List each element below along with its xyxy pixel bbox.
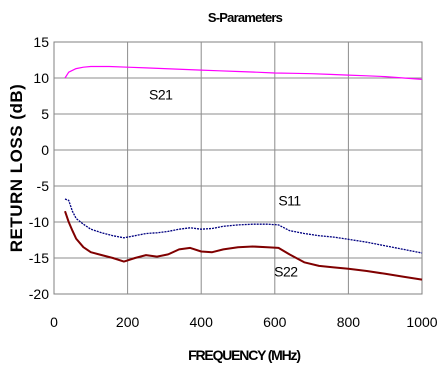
x-tick-label: 1000 <box>406 314 437 330</box>
y-tick-label: 10 <box>33 70 49 86</box>
x-axis-title: FREQUENCY (MHz) <box>188 347 300 363</box>
y-tick-label: 0 <box>41 142 49 158</box>
x-tick-label: 400 <box>190 314 214 330</box>
x-tick-label: 0 <box>50 314 58 330</box>
y-tick-label: -10 <box>29 214 49 230</box>
y-tick-label: 5 <box>41 106 49 122</box>
x-tick-label: 800 <box>337 314 361 330</box>
series-line-s22 <box>64 210 423 281</box>
x-axis-ticks: 0 200 400 600 800 1000 <box>50 314 438 330</box>
x-tick-label: 600 <box>263 314 287 330</box>
y-axis-ticks: 15 10 5 0 -5 -10 -15 -20 <box>29 34 49 302</box>
y-tick-label: -5 <box>37 178 50 194</box>
plot-area <box>53 41 423 295</box>
series-lines <box>64 65 423 281</box>
x-tick-label: 200 <box>116 314 140 330</box>
y-tick-label: -20 <box>29 286 49 302</box>
series-annotations: S21 S11 S22 <box>149 87 302 280</box>
annotation-s22: S22 <box>274 264 298 280</box>
chart-title: S-Parameters <box>208 10 283 25</box>
series-line-s21 <box>64 65 423 80</box>
series-line-s11 <box>64 198 423 254</box>
annotation-s21: S21 <box>149 87 173 103</box>
y-tick-label: 15 <box>33 34 49 50</box>
y-axis-title: RETURN LOSS (dB) <box>7 84 26 253</box>
y-tick-label: -15 <box>29 250 49 266</box>
plot-border <box>53 41 423 295</box>
annotation-s11: S11 <box>278 192 301 208</box>
